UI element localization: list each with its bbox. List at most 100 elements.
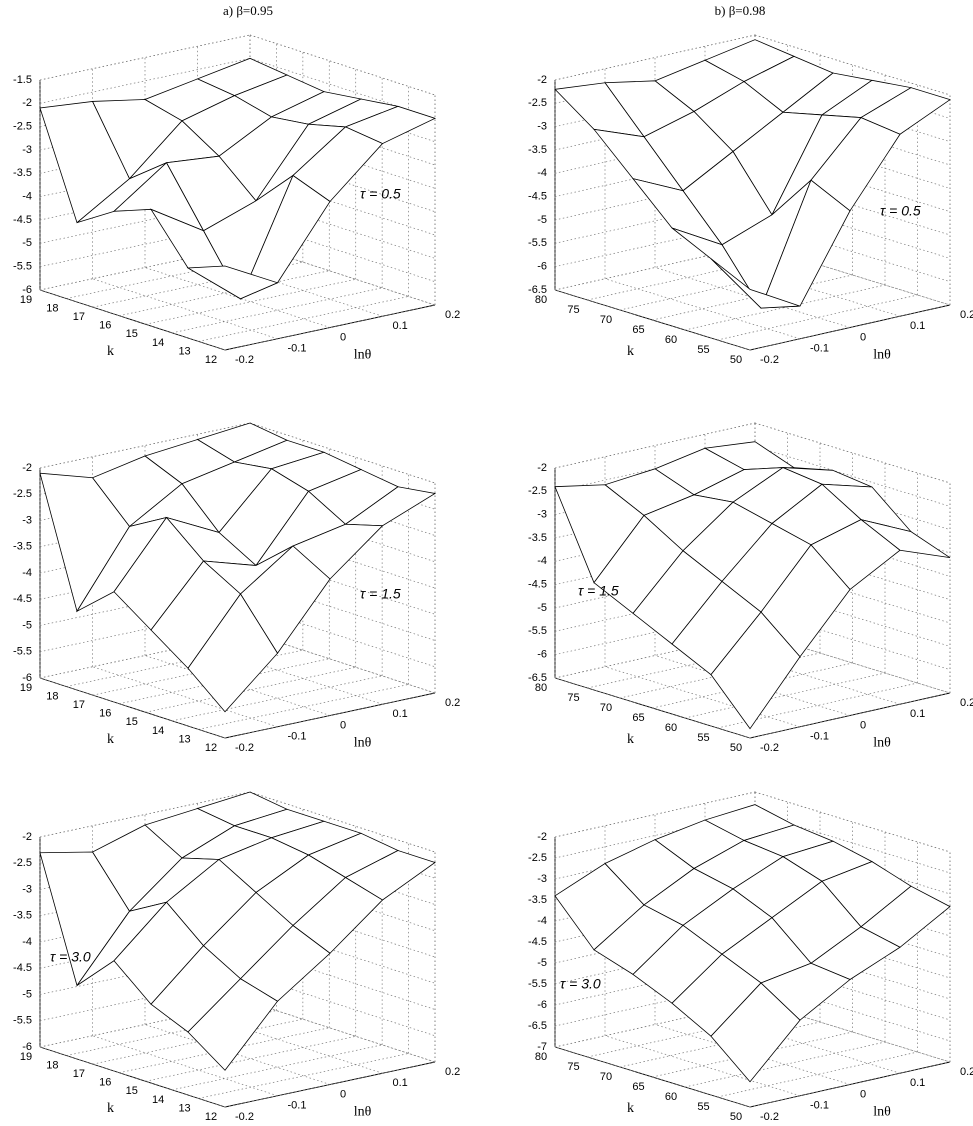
grid-line bbox=[197, 643, 383, 705]
y-tick-label: -0.1 bbox=[810, 1100, 829, 1112]
z-tick-label: -1.5 bbox=[13, 74, 32, 86]
x-axis-label: k bbox=[107, 1101, 114, 1116]
surface-panel: -7 -6.5 -6 -5.5 -5 -4.5 -4 -3.5 -3 -2.5 -2 50 55 60 65… bbox=[528, 791, 973, 1123]
x-tick-label: 65 bbox=[632, 712, 644, 724]
z-tick-label: -6.5 bbox=[528, 284, 547, 296]
z-tick-label: -3 bbox=[22, 883, 32, 895]
x-tick-label: 15 bbox=[126, 1085, 138, 1097]
z-tick-label: -2 bbox=[537, 462, 547, 474]
z-tick-label: -5.5 bbox=[13, 261, 32, 273]
surface-panel: -6 -5.5 -5 -4.5 -4 -3.5 -3 -2.5 -2 -1.5 12 13 14 15 16… bbox=[13, 3, 460, 366]
y-tick-label: -0.2 bbox=[235, 1111, 254, 1123]
y-axis-label: lnθ bbox=[873, 1104, 891, 1119]
z-tick-label: -3.5 bbox=[528, 144, 547, 156]
x-tick-label: 80 bbox=[535, 294, 547, 306]
y-tick-label: 0.2 bbox=[960, 697, 973, 709]
grid-line bbox=[198, 296, 409, 342]
grid-line bbox=[249, 422, 436, 484]
y-tick-label: 0.2 bbox=[445, 1066, 460, 1078]
x-tick-label: 14 bbox=[152, 337, 164, 349]
z-tick-label: -4.5 bbox=[528, 191, 547, 203]
y-tick-label: 0.1 bbox=[910, 708, 925, 720]
y-axis-label: lnθ bbox=[354, 347, 372, 362]
panel-title: b) β=0.98 bbox=[715, 3, 766, 18]
y-tick-label: -0.1 bbox=[288, 343, 307, 355]
z-tick-label: -5 bbox=[22, 988, 32, 1000]
x-tick-label: 16 bbox=[99, 320, 111, 332]
x-tick-label: 19 bbox=[20, 1051, 32, 1063]
grid-line bbox=[717, 294, 918, 341]
z-tick-label: -2 bbox=[537, 831, 547, 843]
surface-panel: -6 -5.5 -5 -4.5 -4 -3.5 -3 -2.5 -2 12 13 14 15 16 17 18… bbox=[13, 422, 460, 754]
x-tick-label: 12 bbox=[205, 742, 217, 754]
z-tick-label: -4.5 bbox=[13, 593, 32, 605]
z-tick-label: -5.5 bbox=[528, 625, 547, 637]
z-tick-label: -2 bbox=[22, 97, 32, 109]
surface-panel: -6.5 -6 -5.5 -5 -4.5 -4 -3.5 -3 -2.5 -2 50 55 60 65 70… bbox=[528, 3, 973, 366]
y-tick-label: 0.1 bbox=[393, 708, 408, 720]
z-tick-label: -4 bbox=[537, 555, 547, 567]
y-tick-label: 0 bbox=[340, 331, 346, 343]
z-tick-label: -3 bbox=[537, 873, 547, 885]
x-tick-label: 65 bbox=[632, 324, 644, 336]
z-tick-label: -4 bbox=[22, 191, 32, 203]
surface-cell bbox=[710, 611, 801, 730]
z-tick-label: -5 bbox=[537, 957, 547, 969]
x-tick-label: 60 bbox=[665, 722, 677, 734]
z-tick-label: -2.5 bbox=[13, 488, 32, 500]
z-tick-label: -5.5 bbox=[528, 978, 547, 990]
z-tick-label: -2 bbox=[537, 74, 547, 86]
x-tick-label: 19 bbox=[20, 294, 32, 306]
y-tick-label: 0 bbox=[860, 1088, 866, 1100]
x-axis-label: k bbox=[627, 732, 634, 747]
z-tick-label: -6 bbox=[22, 672, 32, 684]
z-tick-label: -2.5 bbox=[528, 852, 547, 864]
grid-line bbox=[144, 1024, 331, 1085]
z-tick-label: -4.5 bbox=[528, 579, 547, 591]
x-tick-label: 75 bbox=[567, 1061, 579, 1073]
x-axis-label: k bbox=[107, 344, 114, 359]
y-tick-label: 0.1 bbox=[393, 1077, 408, 1089]
x-axis-label: k bbox=[627, 1101, 634, 1116]
z-tick-label: -4.5 bbox=[13, 214, 32, 226]
x-tick-label: 15 bbox=[126, 328, 138, 340]
z-tick-label: -6 bbox=[22, 284, 32, 296]
z-tick-label: -3.5 bbox=[13, 167, 32, 179]
y-tick-label: 0.2 bbox=[960, 309, 973, 321]
z-tick-label: -3 bbox=[537, 121, 547, 133]
y-tick-label: -0.2 bbox=[760, 742, 779, 754]
z-tick-label: -2 bbox=[22, 462, 32, 474]
y-axis-label: lnθ bbox=[354, 1104, 372, 1119]
z-tick-label: -3.5 bbox=[528, 532, 547, 544]
z-tick-label: -2.5 bbox=[13, 857, 32, 869]
y-tick-label: -0.2 bbox=[760, 1111, 779, 1123]
z-tick-label: -2.5 bbox=[528, 485, 547, 497]
grid-line bbox=[39, 677, 226, 739]
y-axis-label: lnθ bbox=[873, 347, 891, 362]
z-tick-label: -2.5 bbox=[13, 121, 32, 133]
z-tick-label: -6 bbox=[537, 649, 547, 661]
grid-line bbox=[144, 267, 331, 328]
grid-line bbox=[249, 1001, 436, 1063]
annotation: τ = 3.0 bbox=[560, 976, 601, 992]
y-tick-label: 0.2 bbox=[445, 697, 460, 709]
x-tick-label: 12 bbox=[205, 1111, 217, 1123]
z-tick-label: -5.5 bbox=[13, 1015, 32, 1027]
z-tick-label: -3.5 bbox=[528, 894, 547, 906]
z-tick-label: -6.5 bbox=[528, 672, 547, 684]
y-tick-label: -0.1 bbox=[288, 731, 307, 743]
x-tick-label: 80 bbox=[535, 1051, 547, 1063]
y-tick-label: -0.1 bbox=[810, 343, 829, 355]
y-tick-label: 0 bbox=[860, 719, 866, 731]
grid-line bbox=[92, 278, 278, 340]
x-tick-label: 12 bbox=[205, 354, 217, 366]
x-tick-label: 50 bbox=[730, 1111, 742, 1123]
surface-cell bbox=[187, 978, 279, 1071]
grid-line bbox=[249, 34, 436, 96]
x-tick-label: 75 bbox=[567, 304, 579, 316]
z-tick-label: -5 bbox=[22, 619, 32, 631]
y-tick-label: 0 bbox=[860, 331, 866, 343]
x-tick-label: 15 bbox=[126, 716, 138, 728]
x-tick-label: 17 bbox=[73, 1068, 85, 1080]
